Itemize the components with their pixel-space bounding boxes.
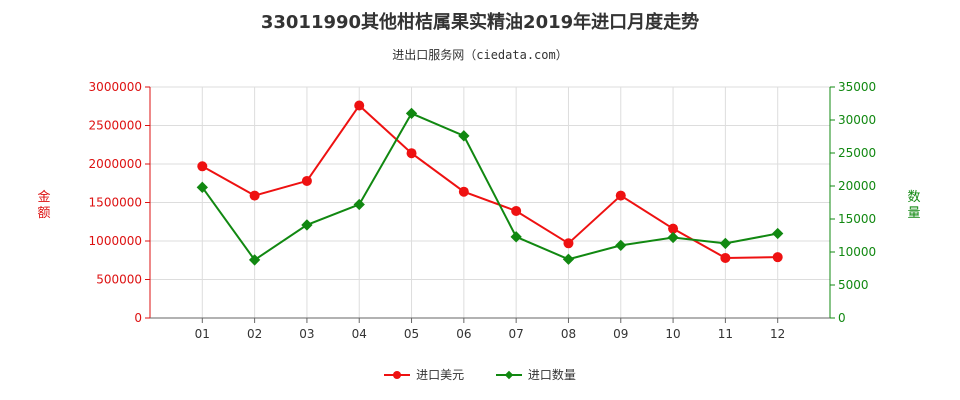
x-tick-label: 01: [195, 327, 210, 341]
data-point-quantity: [562, 253, 575, 265]
x-tick-label: 11: [718, 327, 733, 341]
left-tick-label: 500000: [96, 273, 142, 287]
data-point-usd: [720, 252, 731, 263]
x-tick-label: 02: [247, 327, 262, 341]
right-tick-label: 5000: [838, 278, 869, 292]
data-point-usd: [511, 205, 522, 216]
left-tick-label: 3000000: [89, 80, 142, 94]
data-point-quantity: [667, 231, 679, 244]
data-point-usd: [615, 190, 626, 201]
series-line-quantity: [201, 112, 778, 262]
x-tick-label: 10: [665, 327, 680, 341]
data-point-usd: [458, 186, 469, 197]
left-tick-label: 2500000: [89, 119, 142, 133]
data-point-usd: [301, 175, 312, 186]
data-point-quantity: [615, 239, 627, 252]
x-tick-label: 07: [509, 327, 524, 341]
right-tick-label: 0: [838, 311, 846, 325]
data-point-usd: [563, 238, 574, 249]
right-tick-label: 15000: [838, 212, 876, 226]
right-tick-label: 30000: [838, 113, 876, 127]
left-tick-label: 0: [134, 311, 142, 325]
data-point-quantity: [196, 181, 208, 193]
x-tick-label: 12: [770, 327, 785, 341]
legend-label-usd: 进口美元: [416, 368, 465, 382]
legend-label-quantity: 进口数量: [527, 368, 576, 382]
right-tick-label: 35000: [838, 80, 876, 94]
data-point-quantity: [353, 198, 365, 211]
left-tick-label: 2000000: [89, 157, 142, 171]
series-line-usd: [201, 103, 778, 259]
data-point-quantity: [458, 130, 470, 142]
left-tick-label: 1000000: [89, 234, 142, 248]
data-point-usd: [197, 161, 208, 172]
left-axis-label: 金额: [37, 190, 51, 221]
data-point-usd: [354, 100, 365, 111]
x-tick-label: 03: [299, 327, 314, 341]
data-point-quantity: [301, 219, 313, 231]
x-tick-label: 04: [352, 327, 367, 341]
data-point-usd: [772, 252, 783, 263]
legend-swatch-usd: [384, 369, 411, 381]
data-point-quantity: [405, 107, 418, 120]
data-point-usd: [249, 190, 260, 201]
legend: 进口美元 进口数量: [0, 366, 960, 384]
x-tick-label: 06: [456, 327, 471, 341]
legend-item-quantity[interactable]: 进口数量: [495, 366, 576, 383]
legend-item-usd[interactable]: 进口美元: [384, 366, 464, 383]
right-tick-label: 20000: [838, 179, 876, 193]
x-tick-label: 08: [561, 327, 576, 341]
x-tick-label: 05: [404, 327, 419, 341]
x-tick-label: 09: [613, 327, 628, 341]
data-point-usd: [406, 148, 417, 159]
data-point-usd: [668, 223, 679, 234]
chart-subtitle: 进出口服务网（ciedata.com）: [392, 48, 568, 62]
right-axis-label: 数量: [907, 190, 921, 221]
chart-title: 33011990其他柑桔属果实精油2019年进口月度走势: [260, 12, 700, 33]
data-point-quantity: [772, 227, 784, 240]
left-tick-label: 1500000: [89, 196, 142, 210]
right-tick-label: 10000: [838, 245, 876, 259]
legend-swatch-quantity: [495, 369, 522, 381]
data-point-quantity: [719, 237, 732, 250]
right-tick-label: 25000: [838, 146, 876, 160]
data-point-quantity: [510, 231, 522, 243]
